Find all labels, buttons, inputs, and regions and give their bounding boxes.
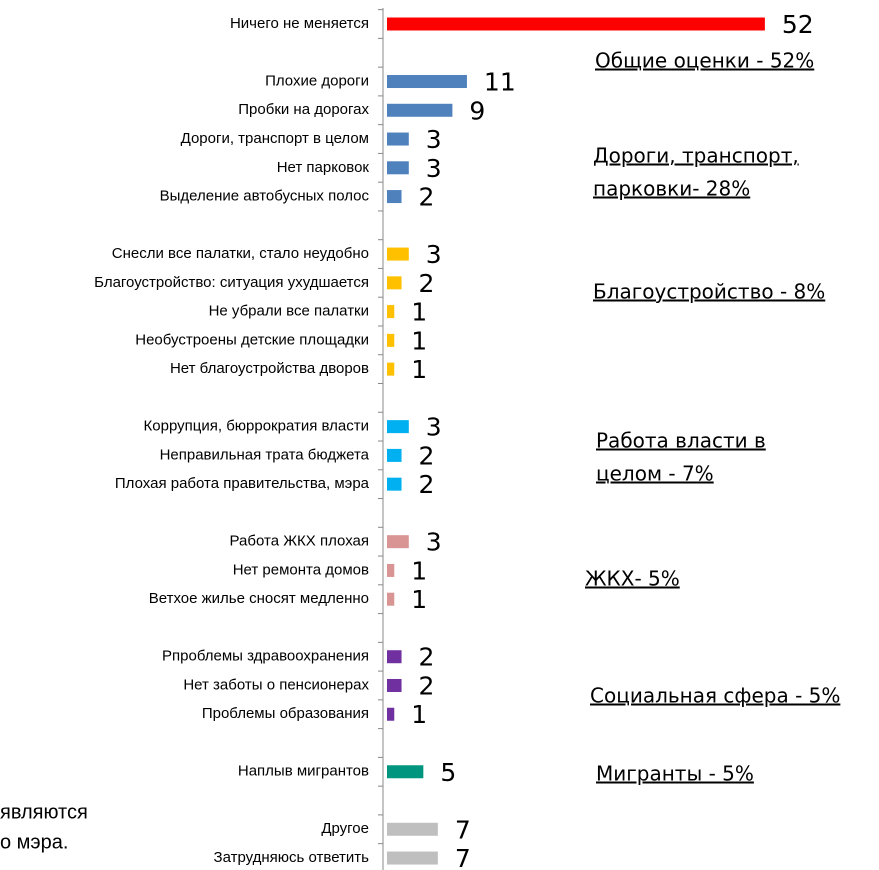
group-annotation: Социальная сфера - 5% [590,684,840,708]
bar [387,161,409,175]
category-label: Наплыв мигрантов [238,763,369,780]
group-annotation: Работа власти в [596,429,766,453]
bar [387,592,395,606]
value-label: 2 [419,643,435,672]
bar [387,477,402,491]
bar [387,448,402,462]
group-annotation: целом - 7% [596,462,714,486]
bar [387,190,402,204]
value-label: 2 [419,671,435,700]
bar [387,420,409,434]
bar [387,17,765,31]
group-annotation: Благоустройство - 8% [593,280,825,304]
bar [387,563,395,577]
value-label: 11 [484,68,516,97]
category-label: Затрудняюсь ответить [214,849,370,866]
group-annotation: Общие оценки - 52% [595,49,814,73]
value-label: 3 [426,154,442,183]
category-label: Нет ремонта домов [233,561,369,578]
bar [387,650,402,664]
category-label: Плохие дороги [265,72,369,89]
value-label: 3 [426,413,442,442]
value-label: 1 [411,326,427,355]
bar [387,75,467,89]
category-label: Проблемы образования [202,705,369,722]
value-label: 3 [426,240,442,269]
bar [387,535,409,549]
value-label: 1 [411,355,427,384]
category-label: Не убрали все палатки [209,303,369,320]
category-label: Пробки на дорогах [238,101,369,118]
value-label: 1 [411,298,427,327]
group-annotation: ЖКХ- 5% [585,567,680,591]
category-label: Нет благоустройства дворов [170,360,369,377]
bar [387,362,395,376]
bar [387,678,402,692]
category-label: Другое [321,820,369,837]
group-annotation: Мигранты - 5% [596,762,754,786]
category-label: Благоустройство: ситуация ухудшается [94,274,369,291]
value-label: 3 [426,528,442,557]
value-label: 52 [782,10,814,39]
category-label: Работа ЖКХ плохая [230,533,369,550]
category-label: Необустроены детские площадки [135,331,369,348]
value-label: 2 [419,441,435,470]
value-label: 5 [440,758,456,787]
value-label: 2 [419,470,435,499]
category-label: Рпроблемы здравоохранения [162,648,369,665]
bar [387,765,424,779]
category-label: Неправильная трата бюджета [160,446,370,463]
value-label: 7 [455,815,471,844]
background-text: являются [0,801,88,823]
group-annotation: Дороги, транспорт, [593,144,799,168]
value-label: 1 [411,585,427,614]
bar [387,276,402,290]
value-label: 2 [419,183,435,212]
category-label: Плохая работа правительства, мэра [115,475,370,492]
bar [387,305,395,319]
value-label: 9 [469,96,485,125]
category-label: Снесли все палатки, стало неудобно [112,245,369,262]
value-label: 1 [411,700,427,729]
group-annotation: парковки- 28% [593,177,750,201]
value-label: 3 [426,125,442,154]
category-label: Коррупция, бюррократия власти [144,418,369,435]
value-label: 7 [455,844,471,870]
category-label: Ничего не меняется [230,15,369,32]
category-label: Нет заботы о пенсионерах [183,676,369,693]
bar [387,822,438,836]
bar [387,103,453,117]
category-label: Выделение автобусных полос [160,188,370,205]
category-label: Дороги, транспорт в целом [181,130,369,147]
bar [387,247,409,261]
bar [387,707,395,721]
category-label: Нет парковок [277,159,370,176]
bar [387,333,395,347]
value-label: 1 [411,556,427,585]
background-text: о мэра. [0,831,68,853]
bar [387,851,438,865]
category-label: Ветхое жилье сносят медленно [149,590,369,607]
value-label: 2 [419,269,435,298]
bar [387,132,409,146]
